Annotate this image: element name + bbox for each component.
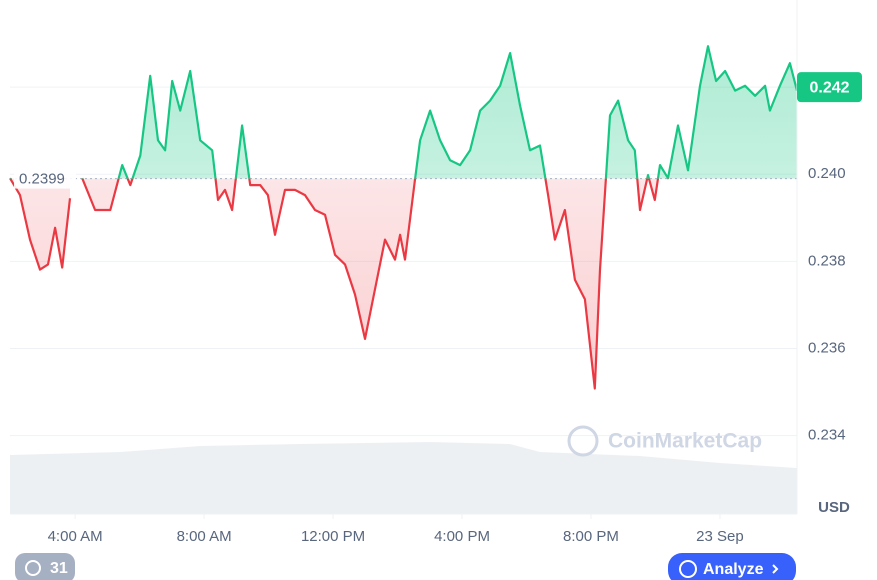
price-line-down: [9, 178, 670, 390]
analyze-button-bg[interactable]: [668, 553, 796, 580]
baseline-label-bg: [14, 166, 76, 189]
analyze-button[interactable]: Analyze: [668, 553, 796, 580]
x-tick-label: 4:00 PM: [434, 528, 490, 545]
x-tick-label: 12:00 PM: [301, 528, 365, 545]
area-up: [10, 46, 797, 179]
x-tick-label: 4:00 AM: [48, 528, 103, 545]
y-unit: USD: [818, 499, 850, 516]
watermark: CoinMarketCap: [567, 425, 762, 457]
x-tick-label: 8:00 PM: [563, 528, 619, 545]
y-tick-label: 0.238: [808, 252, 846, 269]
x-tick-label: 23 Sep: [696, 528, 744, 545]
y-tick-label: 0.236: [808, 339, 846, 356]
last-price-bg: [797, 72, 862, 103]
analyze-label[interactable]: Analyze: [703, 561, 764, 578]
price-line-up: [9, 45, 799, 179]
last-price-label: 0.242: [809, 79, 849, 96]
x-tick-label: 8:00 AM: [177, 528, 232, 545]
plot: 0.2399: [9, 45, 799, 390]
history-button[interactable]: 31: [15, 553, 75, 580]
history-count[interactable]: 31: [50, 560, 68, 577]
area-down: [10, 178, 658, 389]
y-tick-label: 0.234: [808, 427, 846, 444]
y-tick-label: 0.240: [808, 165, 846, 182]
watermark-text: CoinMarketCap: [608, 430, 762, 453]
baseline-label: 0.2399: [19, 171, 65, 188]
volume-backdrop: [10, 442, 797, 514]
